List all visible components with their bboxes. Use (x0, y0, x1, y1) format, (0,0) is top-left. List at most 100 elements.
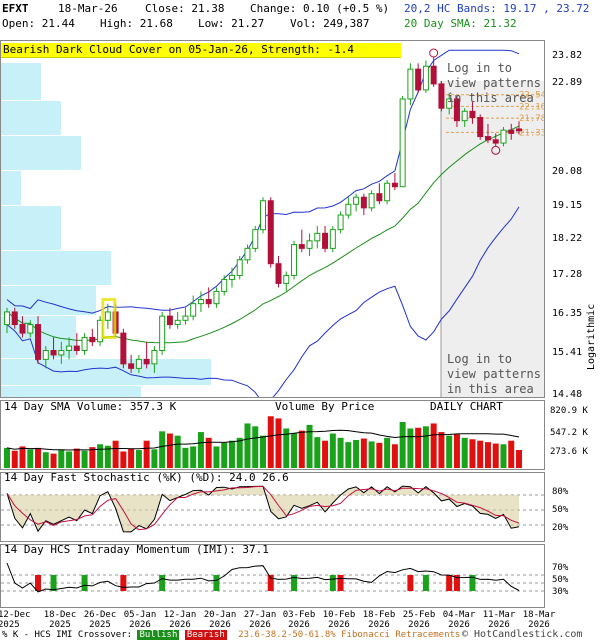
volume-bar (399, 422, 406, 468)
pattern-banner[interactable]: Bearish Dark Cloud Cover on 05-Jan-26, S… (1, 43, 401, 58)
candle-body (58, 350, 65, 356)
x-tick-label: 25-Feb 2026 (402, 610, 436, 630)
login-line: in this area (447, 382, 534, 396)
bands-label: 20,2 HC Bands: 19.17 , 23.72 (404, 2, 590, 15)
candle-body (120, 332, 127, 365)
volume-bar (508, 440, 515, 468)
vbp-bar (1, 251, 111, 285)
x-tick-label: 20-Jan 2026 (203, 610, 237, 630)
bullish-crossover-bar (422, 575, 429, 591)
login-notice-top[interactable]: Log in to view patterns in this area (447, 61, 541, 106)
price-tick: 18.22 (552, 233, 583, 244)
volume-bar (73, 448, 80, 468)
bullish-crossover-bar (213, 575, 220, 591)
candle-body (314, 232, 321, 242)
candle-body (384, 182, 391, 202)
candle-body (190, 303, 197, 317)
candle-body (291, 244, 298, 276)
volume-bar (345, 442, 352, 468)
fib-level-label: 22.54 (519, 91, 544, 101)
volume-bar (236, 437, 243, 468)
login-notice-bottom[interactable]: Log in to view patterns in this area (447, 352, 541, 397)
copyright[interactable]: © HotCandlestick.com (462, 629, 583, 640)
volume-bar (89, 447, 96, 468)
volume-bar (516, 450, 522, 468)
volume-bar (500, 444, 507, 468)
volume-bar (337, 437, 344, 468)
candle-body (35, 324, 42, 360)
volume-bar (11, 450, 18, 468)
volume-bar (368, 441, 375, 468)
volume-bar (469, 439, 476, 468)
candle-body (306, 240, 313, 249)
candle-body (322, 232, 329, 249)
candle-body (337, 214, 344, 231)
bearish-crossover-bar (337, 575, 344, 591)
candle-body (283, 274, 290, 284)
pattern-highlight (101, 298, 117, 339)
volume-chart (4, 416, 522, 468)
volume-panel (0, 400, 545, 470)
volume-sma-line (6, 429, 520, 451)
stochastic-panel (0, 472, 545, 542)
volume-bar (291, 433, 298, 468)
volume-bar (182, 447, 189, 468)
volume-bar (81, 450, 88, 468)
fib-label: 23.6-38.2-50-61.8% Fibonacci Retracement… (238, 630, 461, 640)
login-line: in this area (447, 91, 534, 105)
vbp-bar (1, 171, 21, 205)
volume-tick: 547.2 K (550, 428, 588, 438)
volume-bar (306, 424, 313, 468)
candle-body (66, 345, 73, 352)
candle-body (128, 363, 135, 369)
candle-body (508, 129, 515, 134)
bullish-crossover-bar (81, 575, 88, 591)
volume-bar (35, 447, 42, 468)
x-tick-label: 04-Mar 2026 (442, 610, 476, 630)
candle-body (422, 65, 429, 91)
bullish-crossover-bar (159, 575, 166, 591)
price-tick: 15.41 (552, 347, 583, 358)
candle-body (368, 193, 375, 209)
volume-bar (244, 423, 251, 468)
x-tick-label: 05-Jan 2026 (123, 610, 157, 630)
volume-bar (42, 452, 49, 468)
volume-bar (477, 440, 484, 468)
price-tick: 16.35 (552, 308, 583, 319)
footer-legend: % K - HCS IMI Crossover: Bullish Bearish… (2, 630, 460, 641)
stochastic-chart (1, 485, 544, 533)
price-tick: 14.48 (552, 389, 583, 400)
candle-body (19, 324, 26, 334)
stoch-tick: 80% (552, 487, 569, 497)
volume-bar (19, 446, 26, 468)
candle-body (11, 311, 18, 326)
date-label: 18-Mar-26 (58, 2, 118, 15)
price-tick: 22.89 (552, 77, 583, 88)
volume-bar (298, 430, 305, 468)
candle-body (221, 278, 228, 292)
close-label: Close: 21.38 (145, 2, 225, 15)
price-tick: 17.28 (552, 269, 583, 280)
volume-label: Vol: 249,387 (290, 17, 370, 30)
candle-body (228, 274, 235, 280)
volume-bar (135, 450, 142, 468)
candle-body (353, 196, 360, 205)
lower-band-line (6, 206, 520, 397)
login-line: view patterns (447, 367, 541, 381)
bullish-crossover-bar (50, 575, 57, 591)
volume-bar (151, 449, 158, 468)
volume-bar (190, 446, 197, 468)
x-tick-label: 27-Jan 2026 (243, 610, 277, 630)
volume-bar (422, 426, 429, 468)
volume-bar (492, 443, 499, 468)
candle-body (50, 350, 57, 356)
candle-body (477, 117, 484, 138)
volume-bar (446, 435, 453, 468)
volume-bar (384, 437, 391, 468)
bearish-crossover-bar (453, 575, 460, 591)
vbp-bar (1, 63, 41, 100)
candle-body (430, 65, 437, 85)
candle-body (174, 319, 181, 326)
percent-d-line (6, 485, 520, 531)
volume-bar (205, 437, 212, 468)
